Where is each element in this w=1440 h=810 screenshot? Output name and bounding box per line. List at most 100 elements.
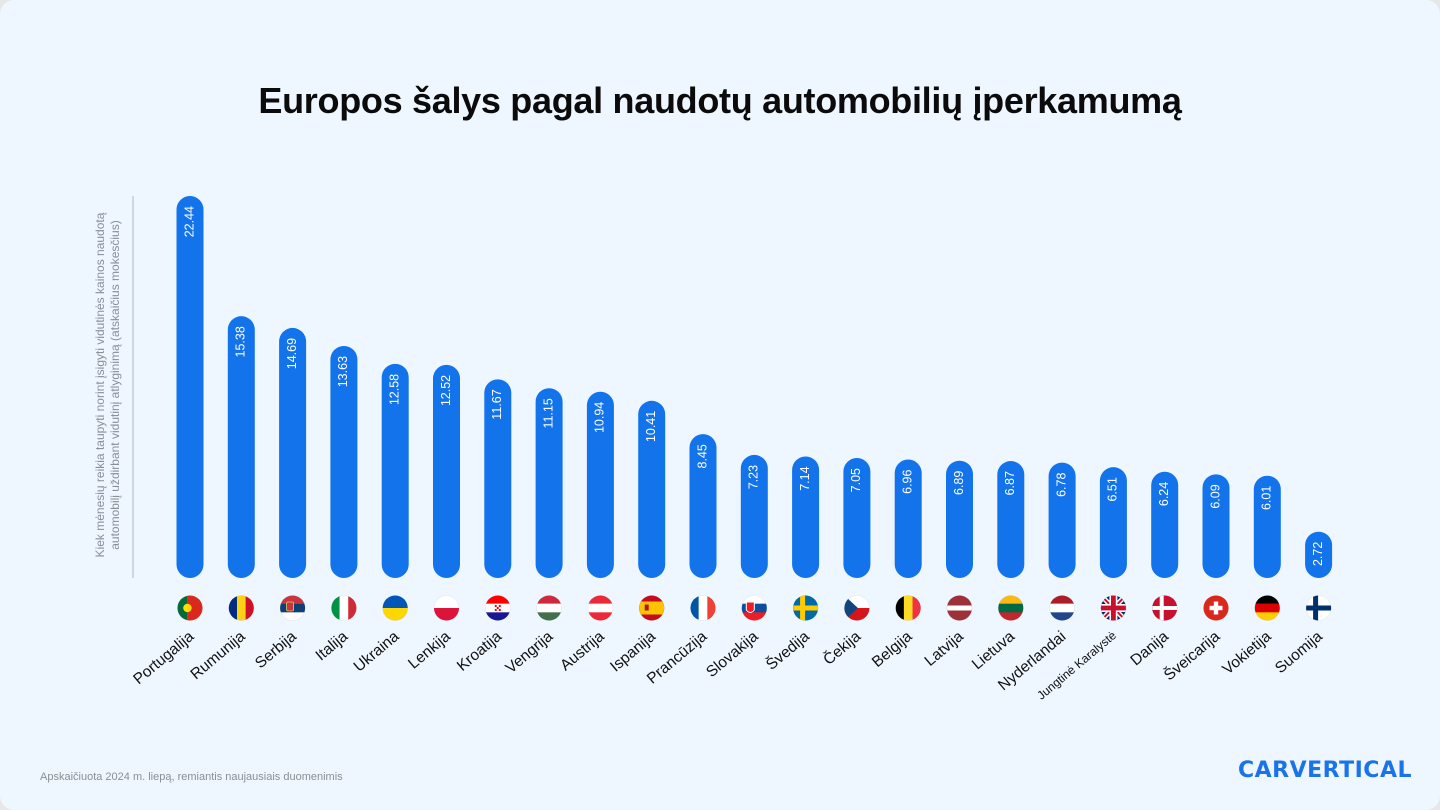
bar	[535, 388, 563, 578]
bar	[792, 456, 820, 578]
bar	[227, 316, 255, 578]
data-label: 6.89	[952, 471, 966, 495]
data-label: 6.51	[1106, 477, 1120, 501]
flag-outline	[895, 595, 922, 621]
flag-outline	[1049, 595, 1075, 621]
x-tick-label: Lenkija	[405, 628, 454, 673]
x-tick-label: Lietuva	[969, 628, 1019, 673]
x-tick-label: Kroatija	[454, 628, 505, 675]
flag-outline	[1305, 595, 1332, 621]
data-label: 11.67	[490, 389, 504, 419]
data-label: 12.52	[439, 375, 453, 406]
romania-flag-icon	[228, 595, 254, 621]
bar	[997, 461, 1025, 578]
hungary-flag-icon	[536, 595, 562, 621]
bar	[740, 454, 768, 578]
belgium-flag-icon	[895, 595, 921, 621]
bar	[176, 196, 204, 578]
data-label: 6.01	[1260, 486, 1274, 510]
x-tick-label: Čekija	[820, 628, 864, 669]
bar	[381, 363, 409, 578]
france-flag-icon	[690, 595, 716, 621]
footnote: Apskaičiuota 2024 m. liepą, remiantis na…	[40, 771, 343, 783]
data-label: 6.09	[1208, 484, 1222, 508]
chart-title: Europos šalys pagal naudotų automobilių …	[258, 80, 1182, 121]
x-tick-label: Belgija	[869, 628, 916, 671]
bar	[279, 327, 307, 578]
data-label: 6.78	[1054, 473, 1068, 497]
flag-outline	[484, 595, 511, 621]
flag-outline	[433, 595, 460, 621]
flag-outline	[1151, 595, 1178, 621]
x-tick-label: Ukraina	[351, 628, 403, 676]
bar	[1202, 474, 1230, 578]
flag-outline	[177, 595, 203, 621]
flag-outline	[997, 595, 1024, 621]
data-label: 8.45	[695, 444, 709, 468]
slovakia-flag-icon	[741, 595, 767, 621]
flag-outline	[331, 595, 357, 621]
flag-outline	[946, 595, 973, 621]
denmark-flag-icon	[1152, 595, 1178, 621]
poland-flag-icon	[434, 595, 459, 621]
serbia-flag-icon	[280, 595, 306, 621]
ukraine-flag-icon	[382, 595, 408, 621]
czechia-flag-icon	[844, 595, 870, 621]
x-tick-label: Švedija	[763, 628, 813, 674]
uk-flag-icon	[1100, 595, 1126, 621]
flag-outline	[741, 595, 768, 621]
croatia-flag-icon	[485, 595, 511, 621]
flag-outline	[638, 595, 665, 621]
x-tick-label: Šveicarija	[1161, 628, 1224, 684]
data-label: 12.58	[387, 374, 401, 405]
data-label: 7.23	[747, 465, 761, 489]
data-label: 7.05	[849, 468, 863, 492]
x-tick-label: Latvija	[922, 628, 968, 670]
bar	[689, 434, 717, 578]
x-tick-label: Portugalija	[130, 628, 197, 688]
austria-flag-icon	[587, 595, 613, 621]
x-tick-label: Serbija	[252, 628, 300, 672]
flag-outline	[536, 595, 562, 621]
carvertical-logo[interactable]: CARVERTICAL	[1237, 758, 1412, 783]
data-label: 2.72	[1311, 542, 1325, 566]
bar	[843, 457, 871, 578]
portugal-flag-icon	[177, 595, 203, 621]
netherlands-flag-icon	[1049, 595, 1075, 621]
data-label: 10.41	[644, 411, 658, 442]
data-label: 11.15	[541, 398, 555, 428]
sweden-flag-icon	[793, 595, 819, 621]
flag-outline	[1100, 595, 1127, 621]
x-tick-label: Danija	[1127, 628, 1172, 670]
x-tick-label: Italija	[313, 628, 352, 665]
data-label: 10.94	[593, 402, 607, 433]
x-tick-label: Suomija	[1272, 628, 1326, 677]
data-label: 13.63	[336, 356, 350, 387]
flag-outline	[1254, 595, 1281, 621]
data-label: 7.14	[798, 466, 812, 490]
flag-outline	[844, 595, 870, 621]
data-label: 14.69	[285, 338, 299, 369]
flag-outline	[228, 595, 255, 621]
switzerland-flag-icon	[1203, 595, 1229, 621]
data-label: 6.87	[1003, 471, 1017, 495]
bar	[484, 379, 512, 578]
lithuania-flag-icon	[998, 595, 1024, 621]
x-tick-label: Slovakija	[703, 628, 762, 681]
bar	[330, 345, 358, 578]
x-tick-label: Vokietija	[1219, 628, 1274, 678]
bar	[1151, 471, 1179, 578]
flag-outline	[690, 595, 716, 621]
bar	[1048, 462, 1076, 578]
x-tick-label: Vengrija	[503, 628, 557, 677]
germany-flag-icon	[1254, 595, 1280, 621]
data-label: 6.24	[1157, 482, 1171, 506]
data-label: 15.38	[234, 326, 248, 357]
flag-outline	[587, 595, 614, 621]
x-tick-label: Austrija	[557, 628, 608, 674]
x-tick-label: Rumunija	[187, 628, 248, 683]
flag-outline	[1203, 595, 1229, 621]
data-label: 22.44	[182, 206, 196, 237]
